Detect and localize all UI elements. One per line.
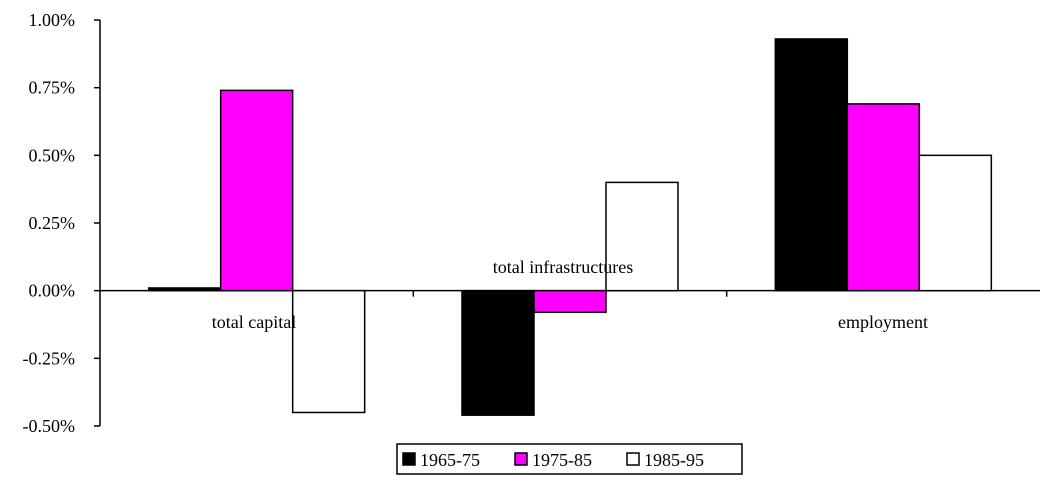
legend-label: 1965-75 [420,450,480,470]
legend-swatch [515,453,527,465]
y-tick-label: 0.50% [29,145,76,165]
bar-1965-75 [462,291,534,416]
bar-1975-85 [221,90,293,290]
legend-label: 1975-85 [532,450,592,470]
y-tick-label: 0.75% [29,78,76,98]
y-tick-label: 1.00% [29,10,76,30]
bar-1985-95 [919,155,991,290]
chart-bars [149,39,992,415]
legend-swatch [403,453,415,465]
bar-1965-75 [775,39,847,291]
y-tick-label: 0.00% [29,281,76,301]
bar-1965-75 [149,288,221,291]
legend-label: 1985-95 [644,450,704,470]
bar-1985-95 [293,291,365,413]
category-label: total infrastructures [493,257,633,277]
y-tick-label: 0.25% [29,213,76,233]
chart-legend: 1965-75 1975-85 1985-95 [397,444,742,474]
y-tick-label: -0.25% [23,348,76,368]
category-label: total capital [212,312,296,332]
y-tick-label: -0.50% [23,416,76,436]
legend-swatch [627,453,639,465]
bar-1975-85 [534,291,606,313]
bar-1975-85 [847,104,919,291]
category-label: employment [838,312,928,332]
